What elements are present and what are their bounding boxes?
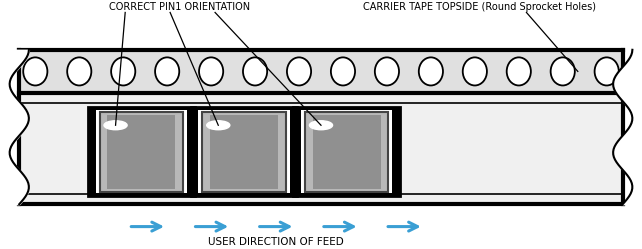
Circle shape: [309, 121, 333, 130]
Ellipse shape: [199, 57, 223, 85]
Circle shape: [207, 121, 230, 130]
Bar: [191, 107, 297, 196]
Bar: [19, 50, 623, 204]
Ellipse shape: [507, 57, 531, 85]
Bar: [293, 107, 400, 196]
Ellipse shape: [463, 57, 487, 85]
Bar: [198, 110, 290, 193]
Bar: [210, 115, 278, 189]
Bar: [107, 115, 175, 189]
Ellipse shape: [287, 57, 311, 85]
Ellipse shape: [67, 57, 91, 85]
Bar: [100, 112, 183, 192]
Ellipse shape: [594, 57, 619, 85]
Ellipse shape: [551, 57, 575, 85]
Ellipse shape: [419, 57, 443, 85]
Ellipse shape: [155, 57, 179, 85]
Bar: [305, 112, 388, 192]
Bar: [96, 110, 187, 193]
Ellipse shape: [243, 57, 267, 85]
Bar: [313, 115, 381, 189]
Bar: [19, 50, 623, 93]
Text: CORRECT PIN1 ORIENTATION: CORRECT PIN1 ORIENTATION: [109, 2, 250, 12]
Ellipse shape: [111, 57, 135, 85]
Text: CARRIER TAPE TOPSIDE (Round Sprocket Holes): CARRIER TAPE TOPSIDE (Round Sprocket Hol…: [363, 2, 596, 12]
Ellipse shape: [23, 57, 48, 85]
Text: USER DIRECTION OF FEED: USER DIRECTION OF FEED: [208, 237, 344, 247]
Bar: [202, 112, 286, 192]
Ellipse shape: [331, 57, 355, 85]
Ellipse shape: [375, 57, 399, 85]
Bar: [301, 110, 392, 193]
Circle shape: [104, 121, 127, 130]
Bar: [88, 107, 195, 196]
